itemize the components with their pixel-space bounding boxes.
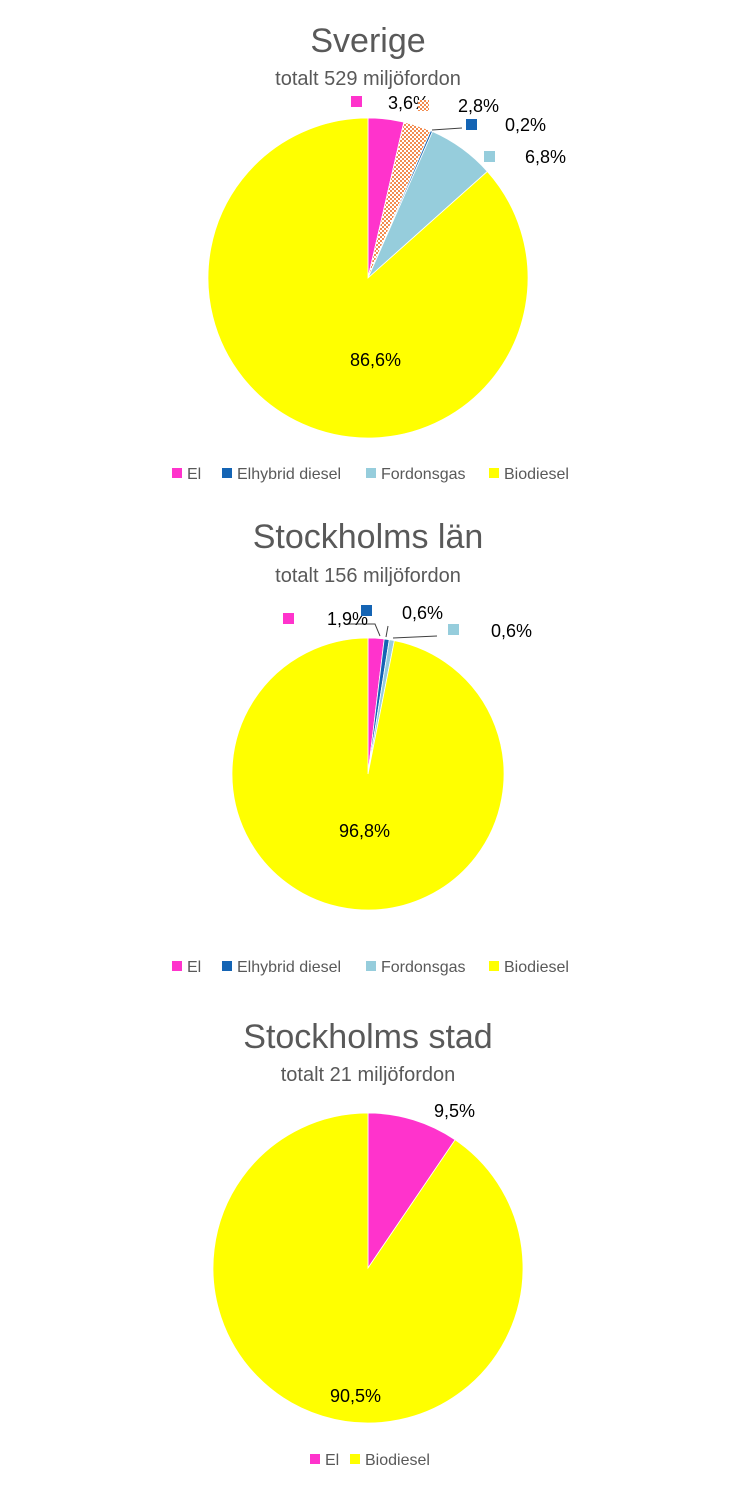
pie-slice-biodiesel: [207, 117, 529, 439]
data-label: 0,6%: [402, 603, 443, 623]
legend-swatch-fordonsgas: [366, 468, 376, 478]
legend-label-biodiesel: Biodiesel: [504, 959, 569, 976]
legend-swatch-el: [172, 961, 182, 971]
data-label-key: [418, 100, 429, 111]
legend-swatch-el: [172, 468, 182, 478]
pie-chart-stockholms-stad: Stockholms stad totalt 21 miljöfordon 9,5%…: [212, 1018, 524, 1469]
data-label: 96,8%: [339, 821, 390, 841]
data-label: 6,8%: [525, 147, 566, 167]
chart-subtitle: totalt 156 miljöfordon: [275, 565, 461, 587]
label-leader-line: [431, 127, 463, 131]
data-label: 90,5%: [330, 1386, 381, 1406]
data-label-key: [283, 613, 294, 624]
pie-slice-biodiesel: [231, 637, 505, 911]
pie-chart-stockholms-l-n: Stockholms län totalt 156 miljöfordon 1,9%…: [172, 518, 569, 976]
legend-swatch-biodiesel: [489, 961, 499, 971]
data-label: 1,9%: [327, 609, 368, 629]
pie-slice-el: [367, 1112, 456, 1270]
data-label: 2,8%: [458, 96, 499, 116]
chart-title: Sverige: [310, 22, 425, 60]
chart-subtitle: totalt 21 miljöfordon: [281, 1064, 456, 1086]
pie-slice-biodiesel: [212, 1112, 524, 1424]
data-label-key: [351, 96, 362, 107]
legend-label-fordonsgas: Fordonsgas: [381, 466, 466, 483]
legend-swatch-fordonsgas: [366, 961, 376, 971]
data-label: 86,6%: [350, 350, 401, 370]
legend-swatch-el: [310, 1454, 320, 1464]
chart-title: Stockholms stad: [243, 1018, 492, 1056]
legend-swatch-elhybrid-diesel: [222, 468, 232, 478]
legend-label-biodiesel: Biodiesel: [365, 1452, 430, 1469]
label-leader-line: [392, 635, 438, 639]
data-label-key: [484, 151, 495, 162]
legend-label-el: El: [325, 1452, 339, 1469]
legend-label-elhybrid-diesel: Elhybrid diesel: [237, 959, 341, 976]
data-label: 9,5%: [434, 1101, 475, 1121]
data-label-key: [448, 624, 459, 635]
legend-swatch-biodiesel: [350, 1454, 360, 1464]
legend-label-fordonsgas: Fordonsgas: [381, 959, 466, 976]
data-label-key: [466, 119, 477, 130]
legend-label-el: El: [187, 466, 201, 483]
chart-subtitle: totalt 529 miljöfordon: [275, 68, 461, 90]
data-label-key: [361, 605, 372, 616]
legend-swatch-biodiesel: [489, 468, 499, 478]
label-leader-line: [347, 623, 381, 637]
data-label: 0,6%: [491, 621, 532, 641]
legend-label-biodiesel: Biodiesel: [504, 466, 569, 483]
legend-label-elhybrid-diesel: Elhybrid diesel: [237, 466, 341, 483]
legend-label-el: El: [187, 959, 201, 976]
label-leader-line: [385, 625, 389, 638]
chart-title: Stockholms län: [253, 518, 484, 556]
data-label: 0,2%: [505, 115, 546, 135]
legend-swatch-elhybrid-diesel: [222, 961, 232, 971]
